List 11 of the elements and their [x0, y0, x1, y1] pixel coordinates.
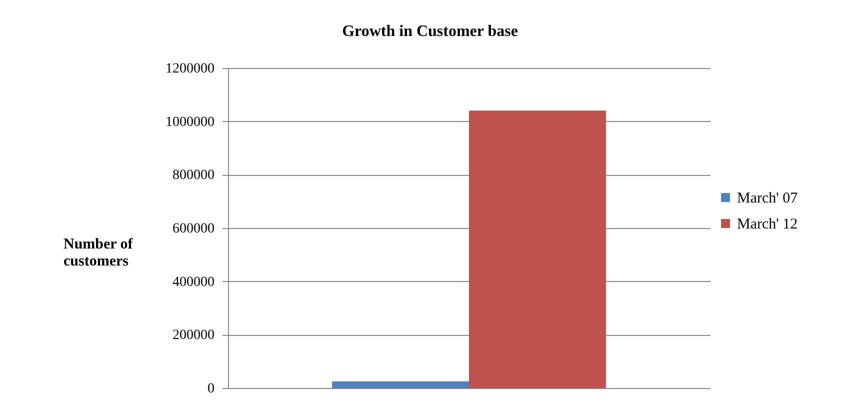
- y-tick-label: 400000: [172, 274, 214, 290]
- y-tick-label: 600000: [172, 222, 214, 236]
- y-tick-label: 1200000: [166, 62, 214, 76]
- y-tick-label: 800000: [172, 168, 214, 184]
- y-axis-title: Number of customers: [64, 236, 134, 270]
- chart-title: Growth in Customer base: [342, 23, 518, 40]
- y-tick-label: 0: [208, 382, 214, 396]
- legend-label: March' 12: [737, 216, 798, 232]
- y-tick-label: 1000000: [166, 114, 214, 130]
- legend-label: March' 07: [737, 190, 798, 206]
- y-tick-label: 200000: [172, 328, 214, 344]
